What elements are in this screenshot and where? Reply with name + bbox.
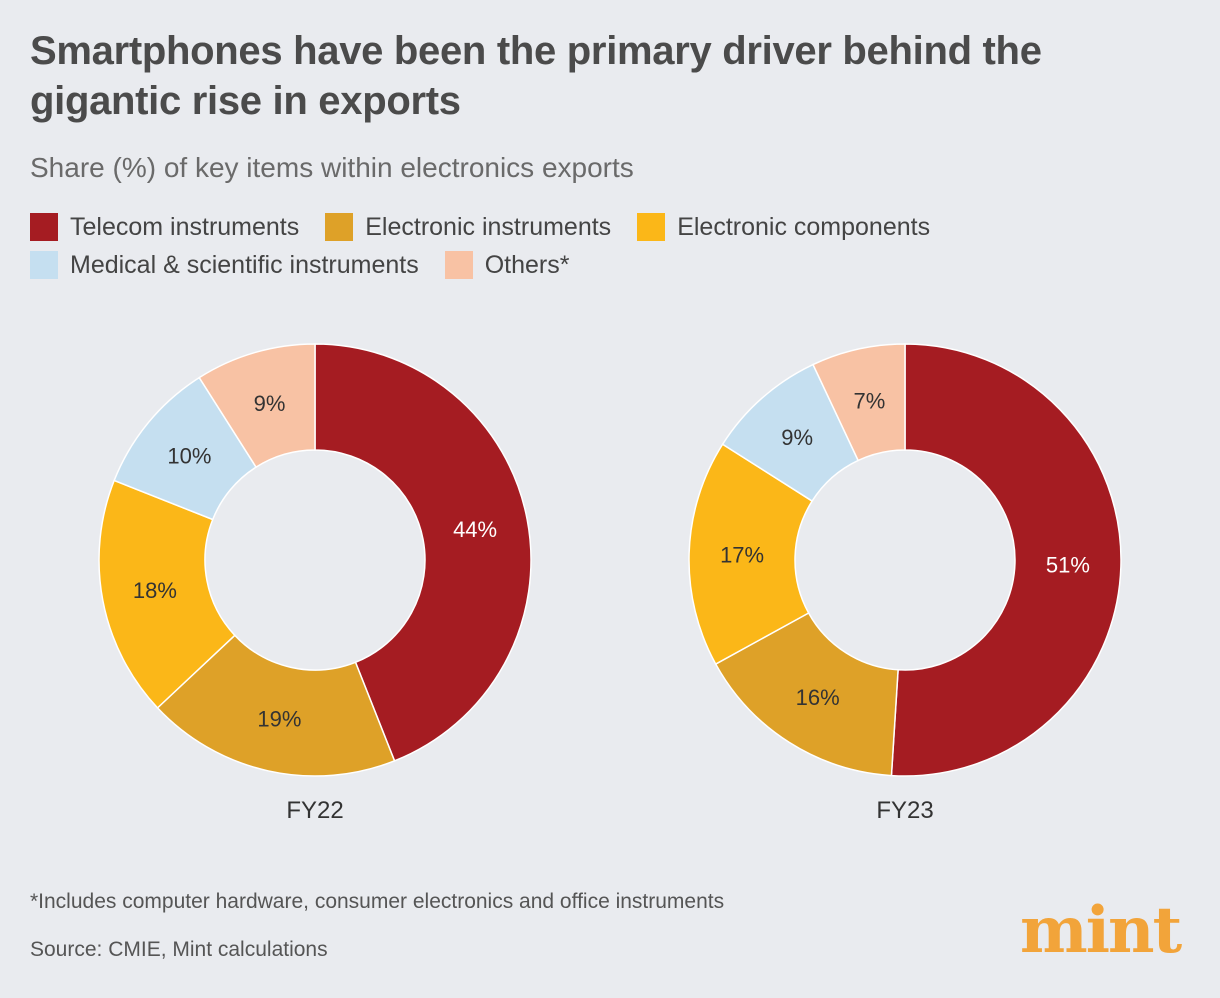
legend-swatch-medical (30, 251, 58, 279)
chart-year-label: FY23 (876, 797, 933, 824)
legend-row: Medical & scientific instruments Others* (30, 246, 1180, 284)
legend-swatch-others (444, 251, 473, 279)
chart-title: Smartphones have been the primary driver… (30, 29, 1042, 123)
slice-label-electronic-instruments: 19% (257, 707, 301, 732)
donut-chart-fy22: 44% 19% 18% 10% 9% FY22 (98, 343, 532, 824)
slice-telecom-instruments (890, 343, 1122, 777)
legend-swatch-electronic-instruments (325, 213, 354, 241)
legend-item-electronic-components: Electronic components (637, 213, 930, 242)
slice-label-others: 9% (254, 391, 286, 416)
legend-label-others: Others* (484, 250, 570, 279)
legend-swatch-telecom (30, 213, 58, 241)
mint-logo: mint (1020, 893, 1182, 968)
slice-label-electronic-components: 18% (133, 578, 177, 603)
slice-electronic-components (688, 443, 814, 666)
legend-item-electronic-instruments: Electronic instruments (325, 213, 611, 242)
legend-item-telecom: Telecom instruments (30, 213, 299, 242)
source-note: Source: CMIE, Mint calculations (30, 938, 328, 961)
slice-label-telecom-instruments: 44% (453, 517, 497, 542)
legend-label-electronic-components: Electronic components (677, 212, 931, 241)
slice-label-electronic-components: 17% (720, 542, 764, 567)
slice-others (198, 343, 316, 469)
donut-chart-fy23: 51% 16% 17% 9% 7% FY23 (688, 343, 1122, 824)
legend-label-medical: Medical & scientific instruments (70, 250, 419, 279)
slice-telecom-instruments (314, 343, 532, 762)
slice-electronic-instruments (156, 634, 396, 777)
legend-swatch-electronic-components (637, 213, 666, 241)
slice-label-medical-scientific-instruments: 10% (167, 444, 211, 469)
slice-label-electronic-instruments: 16% (796, 685, 840, 710)
slice-others (812, 343, 906, 462)
legend-label-electronic-instruments: Electronic instruments (365, 212, 612, 241)
legend: Telecom instruments Electronic instrumen… (30, 208, 1180, 284)
slice-label-telecom-instruments: 51% (1046, 553, 1090, 578)
slice-electronic-instruments (714, 611, 899, 777)
footnote: *Includes computer hardware, consumer el… (30, 890, 725, 913)
donut-charts: 44% 19% 18% 10% 9% FY22 51% 16% 17% 9% 7% FY23 (98, 343, 1122, 824)
chart-year-label: FY22 (286, 797, 343, 824)
legend-item-medical: Medical & scientific instruments (30, 251, 419, 280)
legend-item-others: Others* (444, 250, 570, 280)
chart-subtitle: Share (%) of key items within electronic… (30, 152, 634, 183)
slice-electronic-components (98, 479, 236, 709)
legend-row: Telecom instruments Electronic instrumen… (30, 208, 1180, 246)
legend-label-telecom: Telecom instruments (70, 212, 300, 241)
slice-label-others: 7% (854, 388, 886, 413)
slice-label-medical-scientific-instruments: 9% (781, 425, 813, 450)
